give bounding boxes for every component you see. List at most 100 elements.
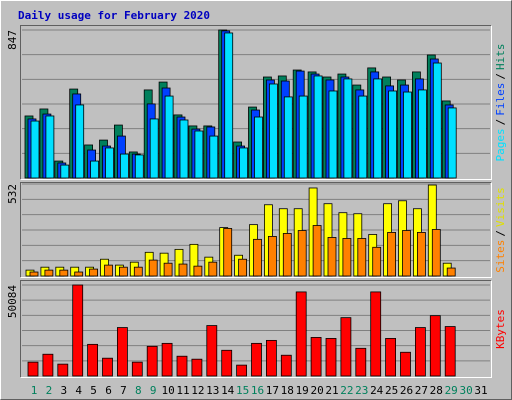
panel-border <box>20 182 492 278</box>
bar <box>280 354 292 377</box>
bar <box>209 135 219 179</box>
bar <box>90 160 99 179</box>
bar <box>102 357 113 377</box>
chart-title: Daily usage for February 2020 <box>18 9 210 22</box>
bar <box>89 268 98 277</box>
x-tick-label: 1 <box>31 384 38 397</box>
x-tick-label: 24 <box>370 384 384 397</box>
panel-border <box>20 182 492 278</box>
bar <box>355 347 367 377</box>
x-tick-label: 5 <box>90 384 97 397</box>
x-tick-label: 14 <box>221 384 235 397</box>
y-tick-label: 847 <box>6 30 19 50</box>
x-tick-label: 2 <box>46 384 53 397</box>
x-tick-label: 21 <box>325 384 338 397</box>
bar <box>298 95 308 179</box>
bar <box>72 284 84 377</box>
bar <box>431 229 441 277</box>
bar <box>432 62 442 179</box>
x-tick-label: 25 <box>385 384 398 397</box>
bar <box>282 233 292 277</box>
bar <box>208 261 218 277</box>
bar <box>44 269 54 277</box>
bar <box>57 363 69 377</box>
bar <box>239 147 249 179</box>
bar <box>283 96 293 179</box>
bar <box>117 327 128 377</box>
bar <box>29 271 39 277</box>
bar <box>370 291 382 377</box>
legend-separator: / <box>494 230 507 237</box>
panel-border <box>20 280 492 378</box>
bar <box>327 237 337 277</box>
legend-entry: Sites <box>494 240 507 273</box>
bar <box>221 349 233 377</box>
bar <box>268 83 278 179</box>
bar <box>414 327 426 377</box>
bar <box>358 95 368 179</box>
bar <box>447 107 457 179</box>
bar <box>254 116 263 179</box>
y-tick-label: 50084 <box>6 285 19 318</box>
bar <box>45 115 55 179</box>
bar <box>30 120 40 179</box>
bar <box>342 238 352 277</box>
bar <box>59 269 69 277</box>
x-tick-label: 3 <box>60 384 67 397</box>
x-tick-label: 12 <box>191 384 204 397</box>
bar <box>194 130 204 179</box>
bar <box>146 345 158 377</box>
bar <box>176 355 188 377</box>
bar <box>236 364 248 377</box>
x-tick-label: 22 <box>340 384 353 397</box>
bar <box>403 91 412 179</box>
bar <box>429 315 441 377</box>
x-tick-label: 30 <box>459 384 472 397</box>
bar <box>416 232 426 277</box>
legend-entry: KBytes <box>494 309 507 349</box>
x-tick-label: 23 <box>355 384 368 397</box>
bar <box>253 238 262 277</box>
legend-entry: Files <box>494 83 507 116</box>
bar <box>343 78 353 179</box>
bar <box>104 264 113 277</box>
bar <box>164 95 174 179</box>
bar <box>206 325 218 377</box>
bar <box>161 342 173 377</box>
bar <box>193 265 203 277</box>
bar <box>105 147 114 179</box>
bar <box>251 342 262 377</box>
bar <box>178 263 188 277</box>
bar <box>417 89 427 179</box>
legend-entry: Hits <box>494 44 507 71</box>
bar <box>74 271 84 277</box>
bar <box>402 230 411 277</box>
y-tick-label: 532 <box>6 184 19 204</box>
x-tick-label: 7 <box>120 384 127 397</box>
bar <box>312 225 322 277</box>
x-tick-label: 17 <box>266 384 279 397</box>
bar <box>119 266 128 277</box>
x-tick-label: 18 <box>281 384 294 397</box>
bar <box>310 337 322 377</box>
bar <box>357 238 367 277</box>
x-tick-label: 15 <box>236 384 249 397</box>
panel-border <box>20 25 492 180</box>
bar <box>87 343 98 377</box>
bar <box>42 353 54 377</box>
bar <box>325 338 337 377</box>
bar <box>297 230 307 277</box>
bar <box>387 232 397 277</box>
bar <box>60 164 70 179</box>
bar <box>238 258 248 277</box>
bar <box>191 358 203 377</box>
x-tick-label: 4 <box>75 384 82 397</box>
bar <box>163 262 173 277</box>
bar <box>295 291 307 377</box>
x-tick-label: 11 <box>176 384 189 397</box>
legend: Sites / Visits <box>494 187 507 273</box>
bar <box>444 326 456 377</box>
bar <box>313 75 323 179</box>
